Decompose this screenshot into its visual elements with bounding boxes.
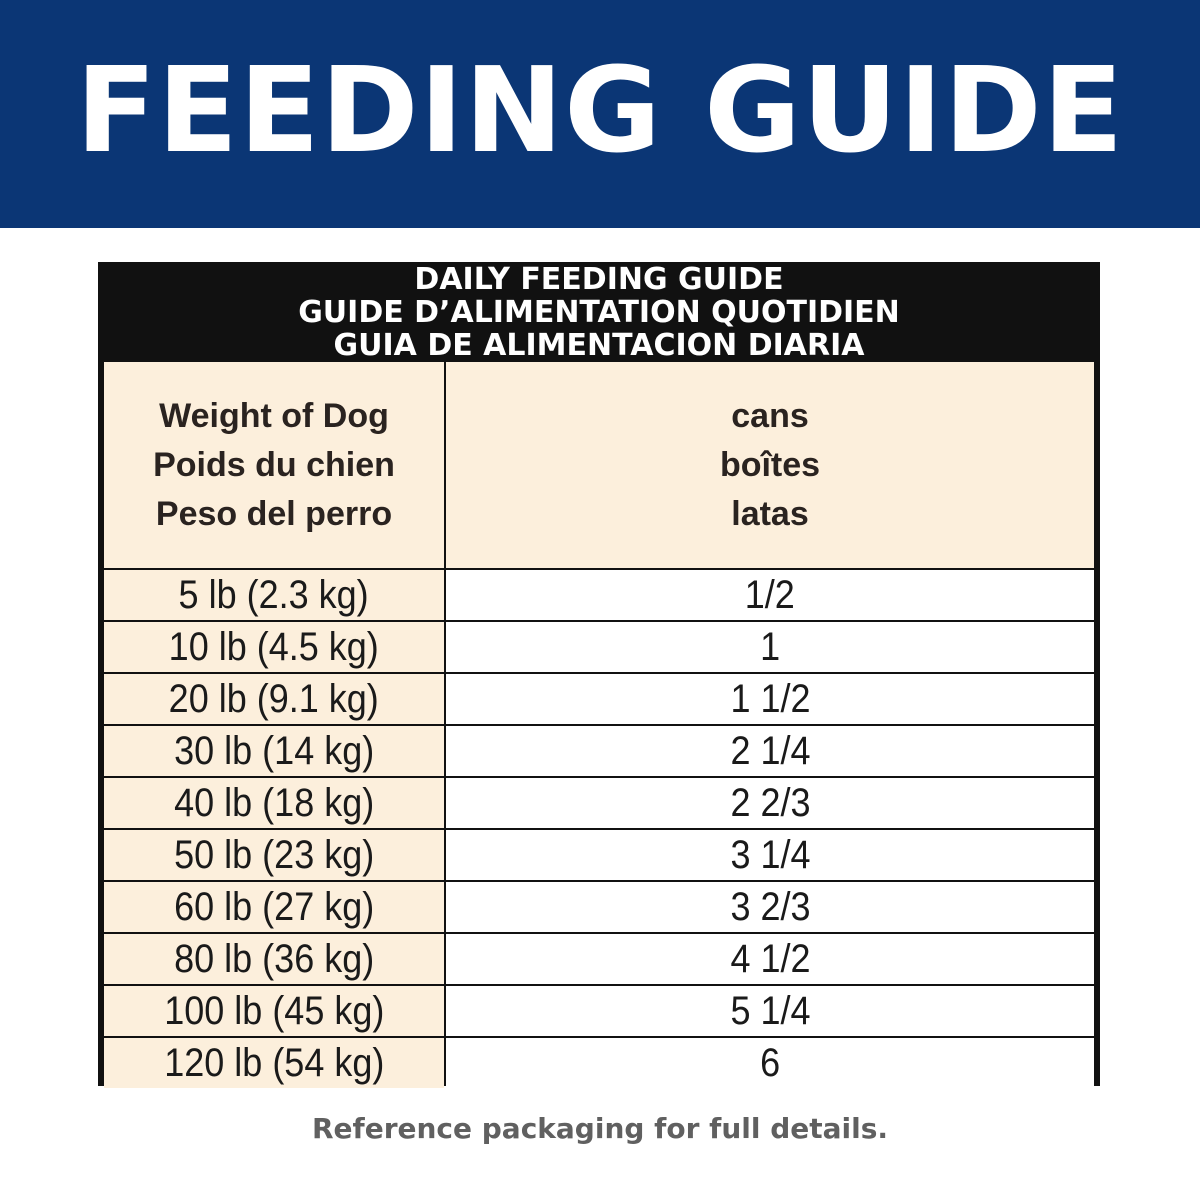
weight-cell: 80 lb (36 kg)	[104, 934, 444, 984]
amount-header-english: cans	[731, 396, 809, 435]
footnote: Reference packaging for full details.	[311, 1112, 889, 1145]
weight-header-english: Weight of Dog	[159, 396, 389, 435]
amount-cell: 1	[446, 622, 1094, 672]
heading-line-english: DAILY FEEDING GUIDE	[414, 261, 784, 297]
weight-cell: 100 lb (45 kg)	[104, 986, 444, 1036]
weight-column-header: Weight of Dog Poids du chien Peso del pe…	[104, 362, 444, 568]
weight-cell: 5 lb (2.3 kg)	[104, 570, 444, 620]
amount-cell: 1/2	[446, 570, 1094, 620]
weight-cell: 30 lb (14 kg)	[104, 726, 444, 776]
amount-header-french: boîtes	[719, 445, 821, 484]
amount-cell: 2 2/3	[446, 778, 1094, 828]
weight-cell: 50 lb (23 kg)	[104, 830, 444, 880]
amount-cell: 4 1/2	[446, 934, 1094, 984]
amount-cell: 3 2/3	[446, 882, 1094, 932]
amount-header-spanish: latas	[731, 494, 809, 533]
feeding-grid: Weight of Dog Poids du chien Peso del pe…	[104, 362, 1094, 1088]
amount-cell: 2 1/4	[446, 726, 1094, 776]
weight-cell: 40 lb (18 kg)	[104, 778, 444, 828]
weight-cell: 10 lb (4.5 kg)	[104, 622, 444, 672]
weight-header-spanish: Peso del perro	[155, 494, 393, 533]
table-heading: DAILY FEEDING GUIDE GUIDE D’ALIMENTATION…	[98, 262, 1100, 362]
weight-cell: 20 lb (9.1 kg)	[104, 674, 444, 724]
amount-column-header: cans boîtes latas	[446, 362, 1094, 568]
weight-cell: 120 lb (54 kg)	[104, 1038, 444, 1088]
weight-header-french: Poids du chien	[153, 445, 395, 484]
page-title: FEEDING GUIDE	[75, 41, 1125, 179]
title-banner: FEEDING GUIDE	[0, 0, 1200, 228]
weight-cell: 60 lb (27 kg)	[104, 882, 444, 932]
amount-cell: 5 1/4	[446, 986, 1094, 1036]
amount-cell: 1 1/2	[446, 674, 1094, 724]
heading-line-spanish: GUIA DE ALIMENTACION DIARIA	[333, 327, 865, 363]
amount-cell: 6	[446, 1038, 1094, 1088]
amount-cell: 3 1/4	[446, 830, 1094, 880]
feeding-guide-table: DAILY FEEDING GUIDE GUIDE D’ALIMENTATION…	[98, 262, 1100, 1088]
heading-line-french: GUIDE D’ALIMENTATION QUOTIDIEN	[298, 294, 900, 330]
